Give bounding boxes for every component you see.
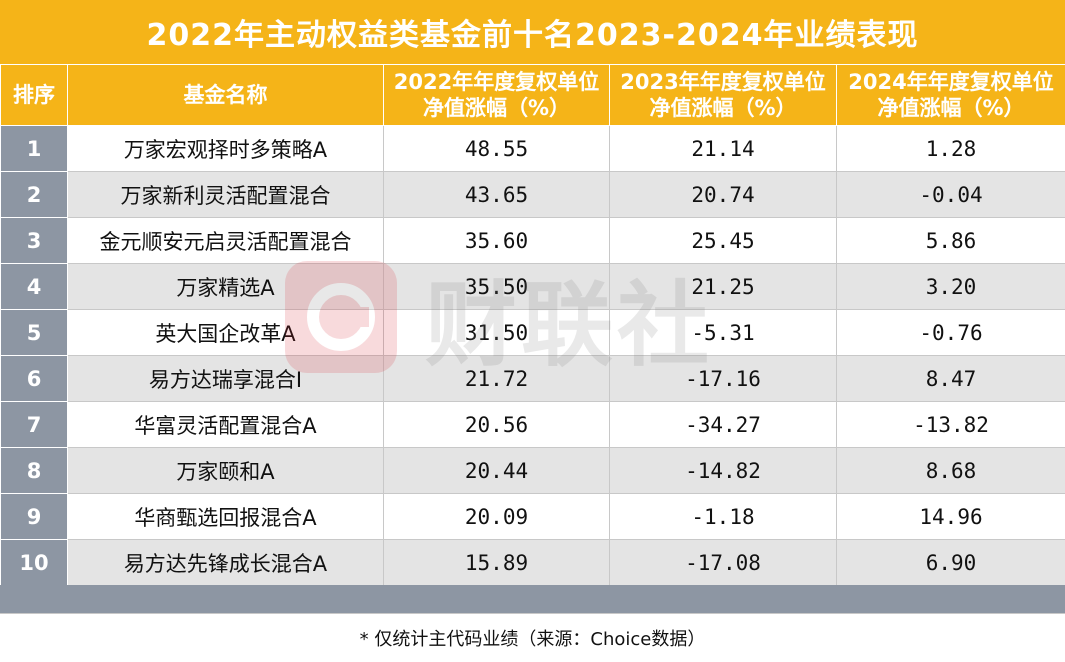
header-fund-name: 基金名称 (68, 65, 384, 126)
header-2023-return: 2023年年度复权单位净值涨幅（%） (610, 65, 837, 126)
return-2024-cell: -0.76 (837, 310, 1065, 356)
header-rank: 排序 (1, 65, 68, 126)
return-2024-cell: 5.86 (837, 218, 1065, 264)
fund-name-cell: 万家新利灵活配置混合 (68, 172, 384, 218)
return-2022-cell: 35.60 (384, 218, 610, 264)
fund-name-cell: 万家宏观择时多策略A (68, 126, 384, 172)
return-2023-cell: -14.82 (610, 448, 837, 494)
return-2023-cell: -17.08 (610, 540, 837, 586)
rank-cell: 5 (1, 310, 68, 356)
return-2022-cell: 35.50 (384, 264, 610, 310)
rank-cell: 8 (1, 448, 68, 494)
return-2023-cell: 25.45 (610, 218, 837, 264)
return-2022-cell: 31.50 (384, 310, 610, 356)
return-2023-cell: -34.27 (610, 402, 837, 448)
rank-cell: 2 (1, 172, 68, 218)
return-2024-cell: -13.82 (837, 402, 1065, 448)
return-2024-cell: 8.47 (837, 356, 1065, 402)
return-2024-cell: 6.90 (837, 540, 1065, 586)
fund-name-cell: 华商甄选回报混合A (68, 494, 384, 540)
return-2024-cell: 3.20 (837, 264, 1065, 310)
fund-name-cell: 英大国企改革A (68, 310, 384, 356)
return-2022-cell: 21.72 (384, 356, 610, 402)
return-2022-cell: 43.65 (384, 172, 610, 218)
return-2024-cell: 8.68 (837, 448, 1065, 494)
footer-bar (0, 585, 1065, 613)
fund-name-cell: 万家精选A (68, 264, 384, 310)
rank-cell: 9 (1, 494, 68, 540)
rank-cell: 4 (1, 264, 68, 310)
return-2023-cell: 20.74 (610, 172, 837, 218)
return-2023-cell: -17.16 (610, 356, 837, 402)
rank-cell: 6 (1, 356, 68, 402)
header-2022-return: 2022年年度复权单位净值涨幅（%） (384, 65, 610, 126)
fund-performance-table: 排序 基金名称 2022年年度复权单位净值涨幅（%） 2023年年度复权单位净值… (0, 64, 1065, 586)
header-2024-return: 2024年年度复权单位净值涨幅（%） (837, 65, 1065, 126)
rank-cell: 3 (1, 218, 68, 264)
fund-name-cell: 万家颐和A (68, 448, 384, 494)
return-2022-cell: 20.09 (384, 494, 610, 540)
return-2023-cell: -1.18 (610, 494, 837, 540)
header-row: 排序 基金名称 2022年年度复权单位净值涨幅（%） 2023年年度复权单位净值… (1, 65, 1065, 126)
return-2022-cell: 20.44 (384, 448, 610, 494)
return-2024-cell: -0.04 (837, 172, 1065, 218)
return-2022-cell: 48.55 (384, 126, 610, 172)
fund-name-cell: 华富灵活配置混合A (68, 402, 384, 448)
return-2023-cell: -5.31 (610, 310, 837, 356)
return-2023-cell: 21.14 (610, 126, 837, 172)
return-2022-cell: 15.89 (384, 540, 610, 586)
return-2024-cell: 1.28 (837, 126, 1065, 172)
return-2024-cell: 14.96 (837, 494, 1065, 540)
source-note: * 仅统计主代码业绩（来源：Choice数据） (0, 613, 1065, 662)
fund-name-cell: 易方达先锋成长混合A (68, 540, 384, 586)
fund-name-cell: 金元顺安元启灵活配置混合 (68, 218, 384, 264)
fund-name-cell: 易方达瑞享混合I (68, 356, 384, 402)
rank-cell: 10 (1, 540, 68, 586)
return-2023-cell: 21.25 (610, 264, 837, 310)
rank-cell: 7 (1, 402, 68, 448)
page-title: 2022年主动权益类基金前十名2023-2024年业绩表现 (0, 0, 1065, 64)
return-2022-cell: 20.56 (384, 402, 610, 448)
rank-cell: 1 (1, 126, 68, 172)
